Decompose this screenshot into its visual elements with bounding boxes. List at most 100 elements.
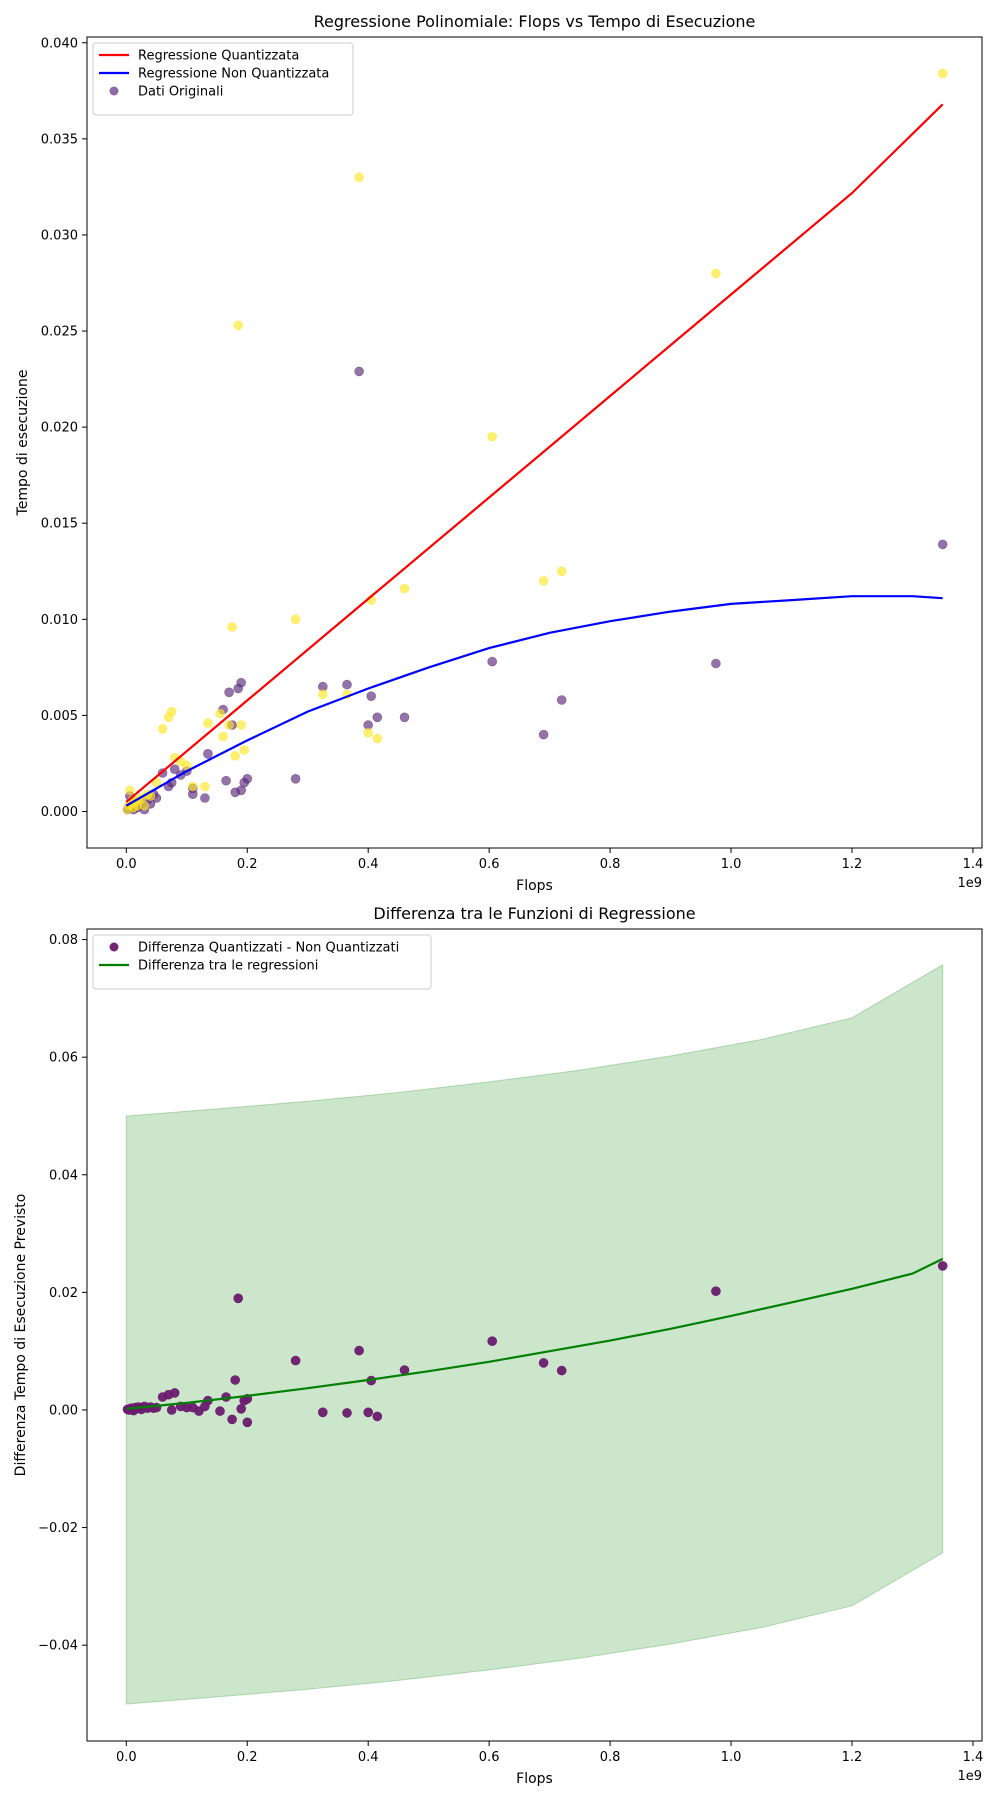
legend-box <box>92 934 432 990</box>
data-point <box>556 1365 567 1376</box>
data-point <box>227 1414 237 1425</box>
legend-entry-label: Differenza Quantizzati - Non Quantizzati <box>138 941 399 956</box>
data-point <box>224 687 234 698</box>
data-point <box>354 1345 364 1356</box>
data-point <box>139 800 150 811</box>
x-tick-label: 1.4 <box>963 857 984 872</box>
data-point <box>230 1375 240 1385</box>
data-point <box>224 720 234 730</box>
y-tick-label: 0.025 <box>41 325 78 340</box>
data-point <box>487 656 498 667</box>
data-point <box>317 689 328 700</box>
data-point <box>487 1336 498 1346</box>
data-point <box>221 775 231 786</box>
x-tick-label: 0.2 <box>237 857 258 872</box>
data-point <box>363 1407 374 1418</box>
data-point <box>711 268 721 279</box>
legend-marker-swatch <box>109 942 119 952</box>
data-point <box>290 1355 301 1366</box>
y-tick-label: 0.020 <box>41 421 78 436</box>
x-axis-label: Flops <box>516 1771 553 1787</box>
x-offset-label: 1e9 <box>957 1769 982 1784</box>
data-point <box>239 745 249 755</box>
data-point <box>157 723 168 734</box>
data-point <box>711 658 721 669</box>
data-point <box>372 712 383 723</box>
chart-title: Regressione Polinomiale: Flops vs Tempo … <box>314 12 756 31</box>
x-tick-label: 1.2 <box>842 857 863 872</box>
x-tick-label: 0.6 <box>479 1750 500 1765</box>
y-tick-label: 0.04 <box>49 1168 78 1183</box>
data-point <box>290 614 301 625</box>
data-point <box>556 566 567 577</box>
data-point <box>200 793 210 803</box>
data-point <box>538 729 549 740</box>
data-point <box>399 583 410 594</box>
data-point <box>227 622 237 632</box>
series-line <box>126 1257 944 1410</box>
x-tick-label: 0.0 <box>116 857 137 872</box>
x-tick-label: 0.2 <box>237 1750 258 1765</box>
plot-frame <box>86 36 983 849</box>
plot-frame <box>86 928 983 1742</box>
chart-difference: 0.0 0.2 0.4 0.6 0.8 1.0 1.2 1.4 −0.04 −0.02 0.00 0.… <box>13 904 983 1787</box>
series-line <box>125 595 943 807</box>
x-tick-label: 0.8 <box>600 1750 621 1765</box>
data-point <box>363 727 374 738</box>
data-point <box>169 1388 180 1398</box>
chart-title: Differenza tra le Funzioni di Regression… <box>373 904 695 923</box>
x-tick-label: 0.4 <box>358 1750 379 1765</box>
legend-entry-label: Regressione Non Quantizzata <box>138 67 329 82</box>
y-tick-label: 0.00 <box>49 1403 78 1418</box>
data-point <box>200 781 210 792</box>
data-point <box>556 695 567 705</box>
data-point <box>487 431 498 442</box>
data-point <box>342 679 352 690</box>
data-point <box>242 773 253 784</box>
y-axis-label: Differenza Tempo di Esecuzione Previsto <box>13 1194 29 1477</box>
y-tick-label: 0.015 <box>41 517 78 532</box>
x-tick-label: 0.0 <box>116 1750 137 1765</box>
y-tick-label: 0.000 <box>41 805 78 820</box>
data-point <box>215 1406 225 1416</box>
legend-entry-label: Differenza tra le regressioni <box>138 959 318 974</box>
confidence-band <box>125 964 944 1705</box>
x-axis-label: Flops <box>516 878 553 894</box>
data-point <box>236 720 246 730</box>
data-point <box>242 1417 253 1428</box>
y-tick-label: 0.035 <box>41 132 78 147</box>
y-tick-label: 0.040 <box>41 36 78 51</box>
data-point <box>354 366 364 377</box>
legend: Regressione Quantizzata Regressione Non Q… <box>92 42 354 116</box>
data-point <box>203 748 213 759</box>
data-point <box>372 1411 383 1422</box>
x-tick-label: 0.6 <box>479 857 500 872</box>
y-tick-label: 0.02 <box>49 1286 78 1301</box>
legend-entry-label: Regressione Quantizzata <box>138 49 299 64</box>
data-point <box>218 731 228 742</box>
data-point <box>236 1404 246 1414</box>
series-line <box>125 103 944 803</box>
data-point <box>203 718 213 728</box>
data-point <box>711 1286 721 1296</box>
data-point <box>937 68 948 79</box>
y-tick-label: 0.030 <box>41 228 78 243</box>
x-tick-label: 1.0 <box>721 1750 742 1765</box>
y-tick-label: 0.08 <box>49 933 78 948</box>
data-point <box>538 576 549 586</box>
data-point <box>538 1358 549 1368</box>
data-point <box>399 1365 410 1375</box>
data-point <box>169 764 180 775</box>
data-point <box>125 785 135 796</box>
data-point <box>236 677 246 688</box>
y-axis-label: Tempo di esecuzione <box>15 370 31 517</box>
data-point <box>372 733 383 744</box>
data-point <box>354 172 364 183</box>
x-tick-label: 1.2 <box>842 1750 863 1765</box>
y-tick-label: 0.06 <box>49 1051 78 1066</box>
data-point <box>188 781 198 792</box>
y-tick-label: 0.005 <box>41 709 78 724</box>
x-offset-label: 1e9 <box>957 876 982 891</box>
data-point <box>290 773 301 784</box>
data-point <box>366 691 377 702</box>
